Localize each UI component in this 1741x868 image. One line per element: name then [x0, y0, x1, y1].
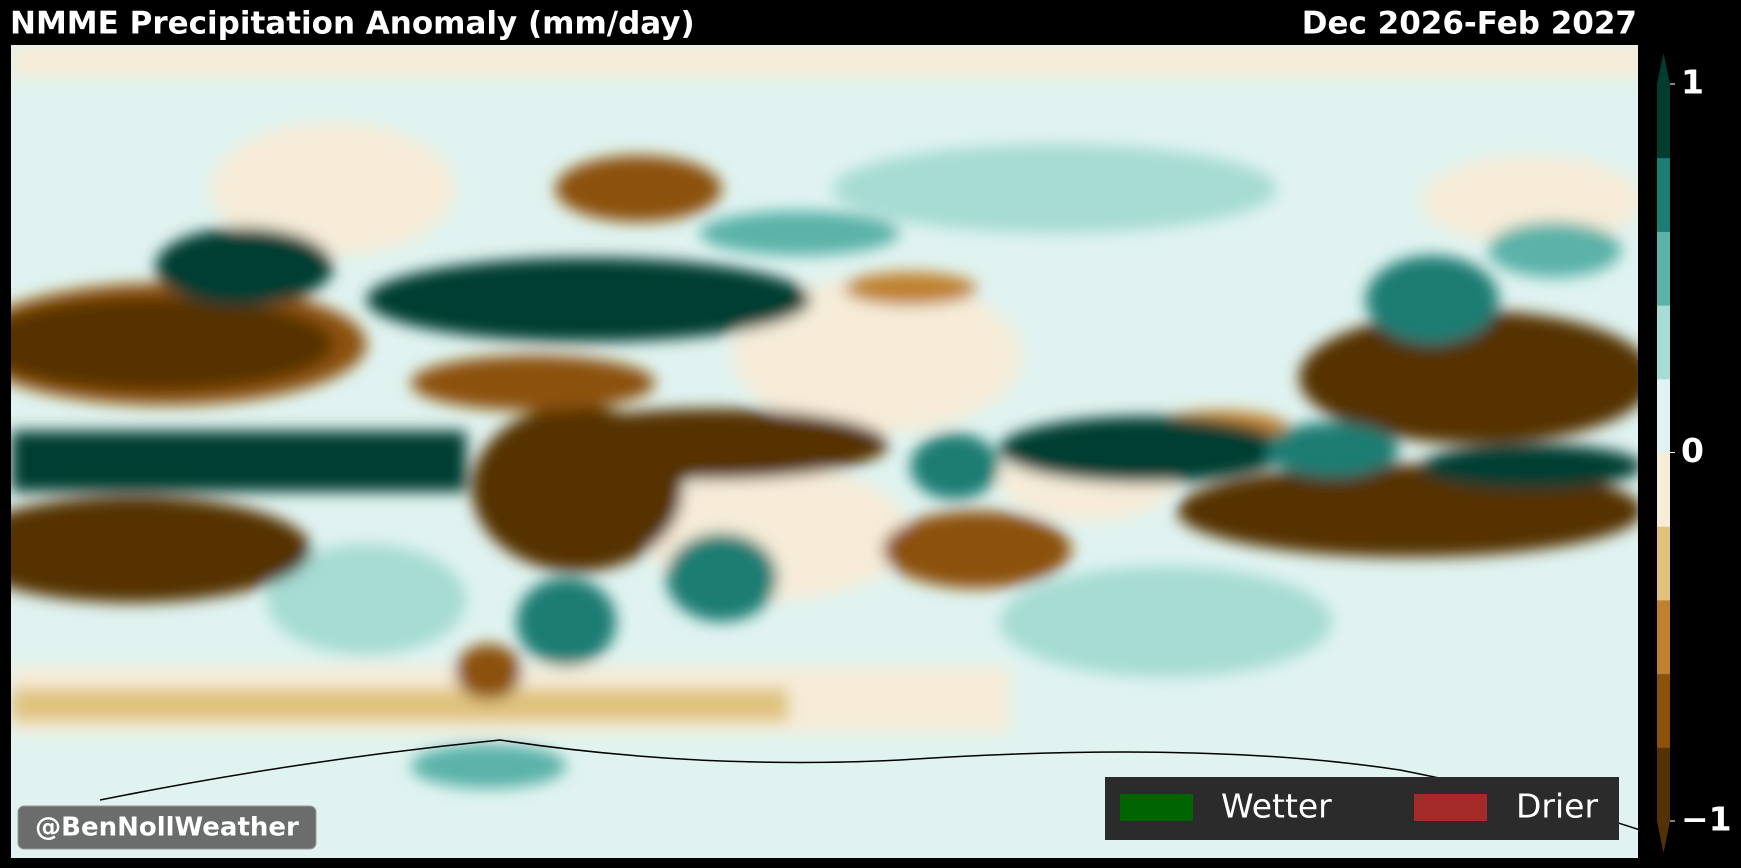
- watermark: @BenNollWeather: [35, 813, 299, 843]
- colorbar-band: [1657, 157, 1670, 232]
- legend-swatch: [1414, 794, 1487, 821]
- colorbar-band: [1657, 599, 1670, 675]
- anomaly-field: [11, 45, 1638, 789]
- map: [11, 45, 1638, 858]
- colorbar-band: [1657, 452, 1670, 527]
- colorbar-extend: [1657, 53, 1670, 84]
- colorbar-band: [1657, 305, 1670, 380]
- colorbar-extend: [1657, 821, 1670, 853]
- watermark-box: [17, 805, 317, 850]
- colorbar-tick-label: 1: [1681, 63, 1704, 102]
- legend-label: Drier: [1516, 787, 1598, 826]
- map-title: NMME Precipitation Anomaly (mm/day): [10, 6, 695, 42]
- colorbar-band: [1657, 84, 1670, 159]
- period: Dec 2026-Feb 2027: [1302, 6, 1637, 42]
- colorbar-band: [1657, 231, 1670, 306]
- legend-swatch: [1120, 794, 1193, 821]
- legend-label: Wetter: [1221, 787, 1332, 826]
- colorbar-band: [1657, 747, 1670, 822]
- colorbar-band: [1657, 378, 1670, 453]
- colorbar-band: [1657, 673, 1670, 748]
- colorbar-tick-label: 0: [1681, 431, 1704, 470]
- colorbar: 1 0 −1: [1657, 53, 1732, 853]
- colorbar-band: [1657, 526, 1670, 601]
- legend: Wetter Drier: [1105, 777, 1619, 840]
- colorbar-tick-label: −1: [1681, 800, 1732, 839]
